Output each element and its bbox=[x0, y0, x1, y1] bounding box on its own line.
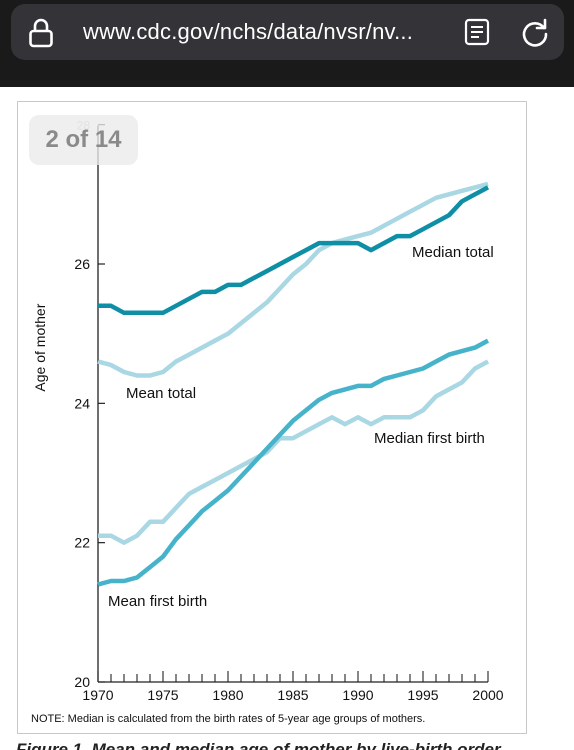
y-tick-label: 26 bbox=[74, 256, 90, 272]
x-tick-label: 1975 bbox=[147, 687, 178, 703]
x-tick-label: 1980 bbox=[212, 687, 243, 703]
y-tick-label: 24 bbox=[74, 395, 90, 411]
series-line-mean-first-birth bbox=[98, 359, 490, 545]
url-text[interactable]: www.cdc.gov/nchs/data/nvsr/nv... bbox=[83, 19, 414, 44]
x-tick-label: 1990 bbox=[342, 687, 373, 703]
y-tick-label: 20 bbox=[74, 674, 90, 690]
address-bar[interactable]: www.cdc.gov/nchs/data/nvsr/nv... bbox=[11, 4, 564, 60]
x-tick-label: 2000 bbox=[472, 687, 503, 703]
browser-toolbar: www.cdc.gov/nchs/data/nvsr/nv... bbox=[0, 0, 574, 87]
reload-icon[interactable] bbox=[519, 16, 551, 48]
x-tick-label: 1970 bbox=[82, 687, 113, 703]
x-tick-label: 1995 bbox=[407, 687, 438, 703]
figure-frame bbox=[17, 101, 527, 734]
figure-caption: Figure 1. Mean and median age of mother … bbox=[16, 740, 574, 750]
y-tick-label: 22 bbox=[74, 535, 90, 551]
figure-caption-text: Figure 1. Mean and median age of mother … bbox=[16, 740, 501, 750]
series-label-median-first-birth: Median first birth bbox=[374, 430, 485, 447]
series-line-mean-total bbox=[97, 181, 489, 378]
series-label-median-total: Median total bbox=[412, 244, 494, 261]
series-label-mean-first-birth: Mean first birth bbox=[108, 593, 207, 610]
x-tick-label: 1985 bbox=[277, 687, 308, 703]
series-line-median-total bbox=[98, 185, 490, 316]
series-label-mean-total: Mean total bbox=[126, 385, 196, 402]
page-indicator-text: 2 of 14 bbox=[45, 126, 122, 153]
y-axis-label: Age of mother bbox=[32, 303, 48, 391]
figure-note: NOTE: Median is calculated from the birt… bbox=[31, 713, 426, 725]
series-line-median-first-birth bbox=[97, 338, 490, 587]
reader-mode-icon[interactable] bbox=[464, 18, 490, 46]
lock-icon bbox=[29, 18, 53, 48]
page-indicator: 2 of 14 bbox=[29, 115, 138, 165]
